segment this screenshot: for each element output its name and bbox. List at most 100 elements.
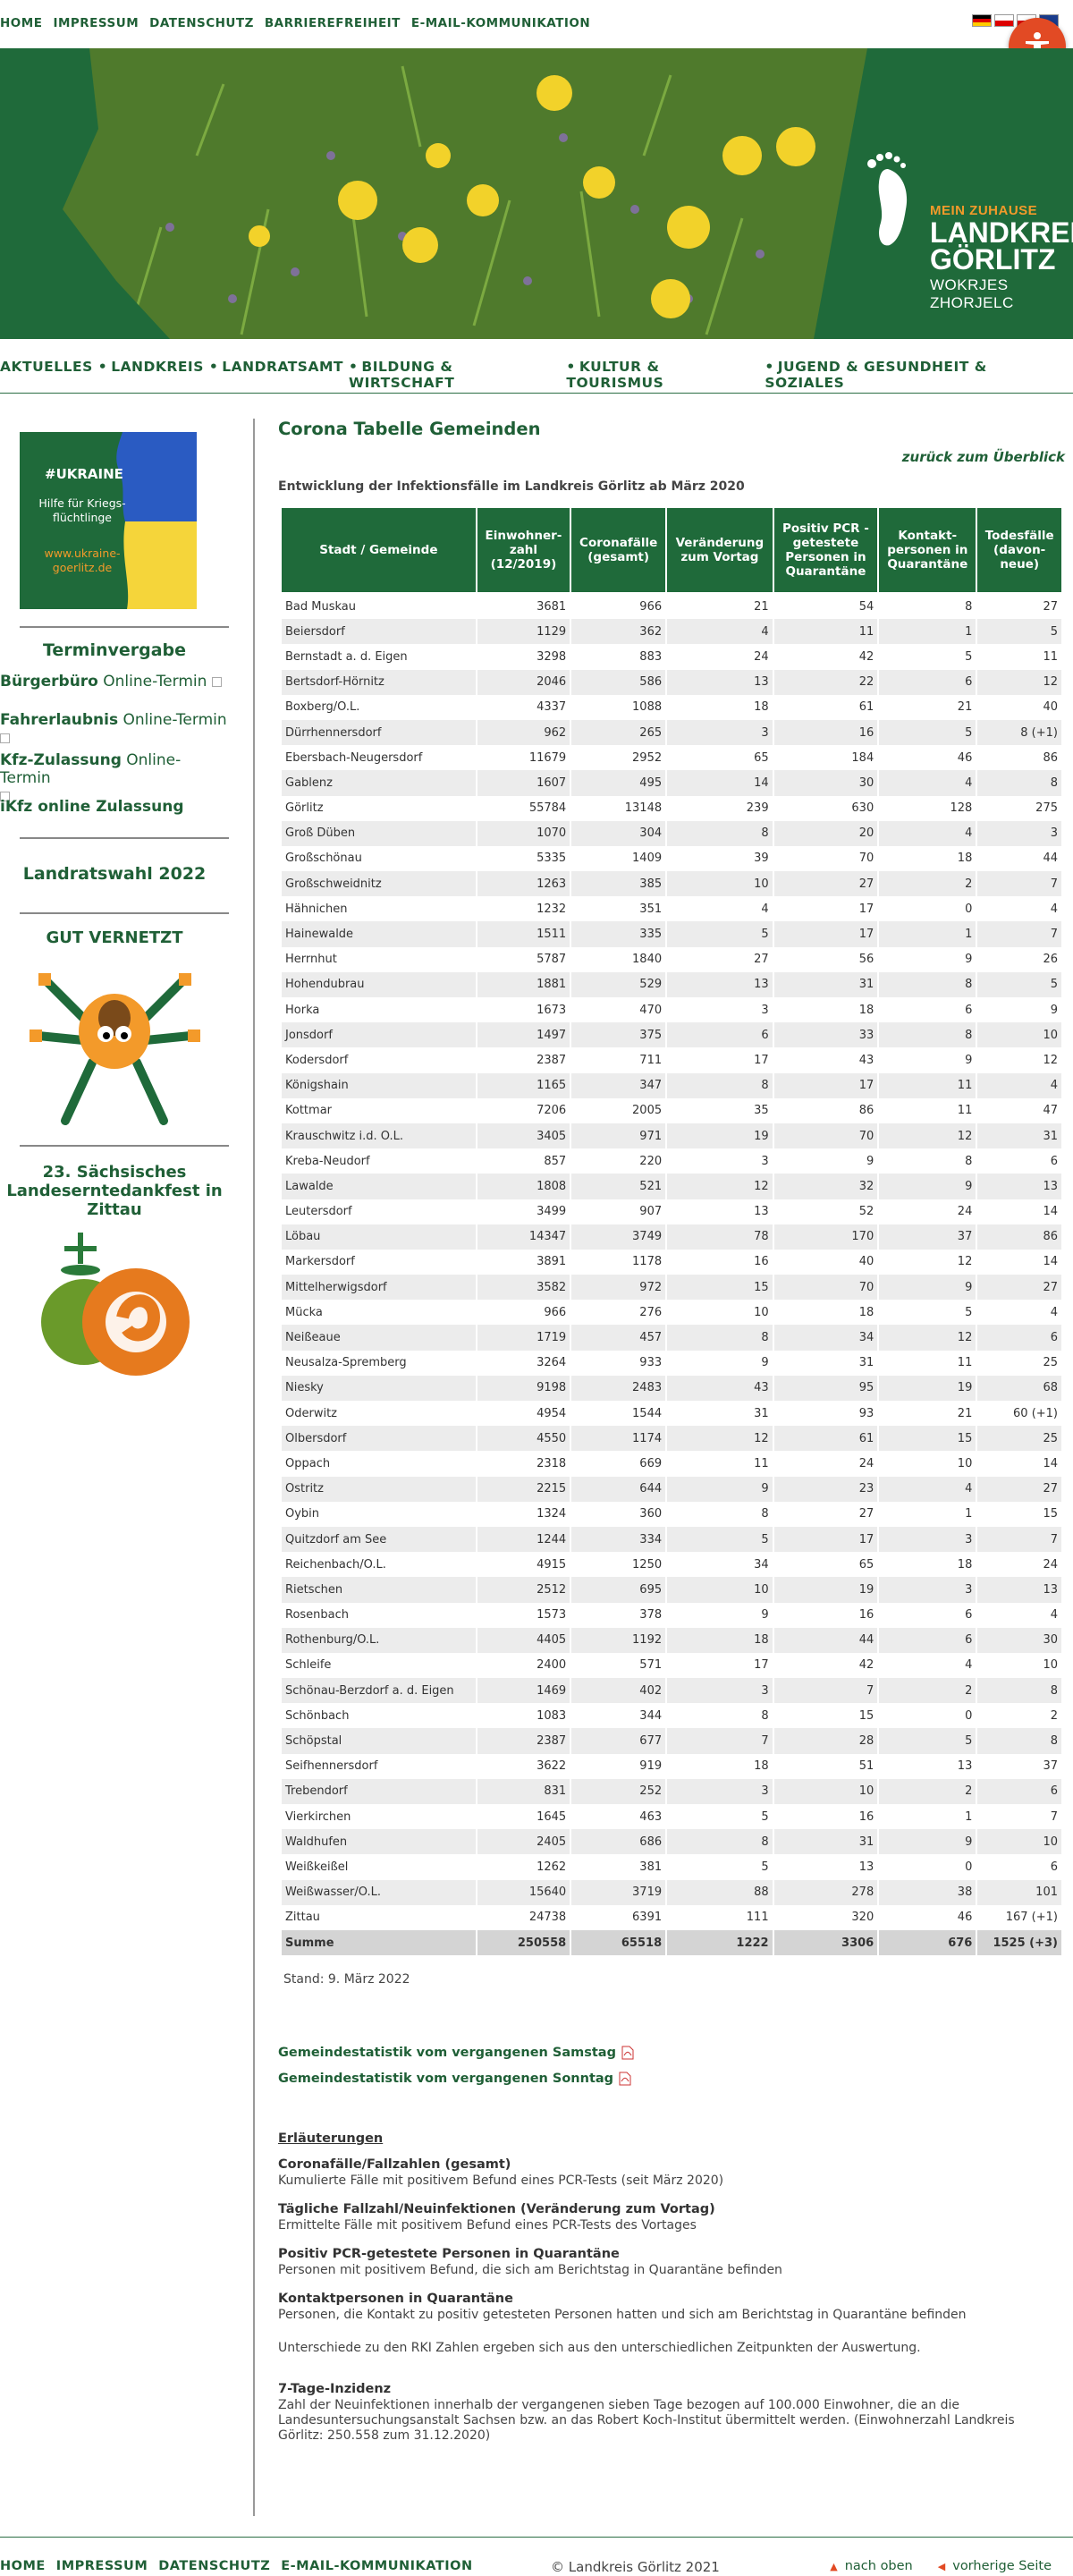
- value-cell: 3719: [571, 1879, 666, 1905]
- value-cell: 16: [754, 1255, 769, 1269]
- value-cell: 128: [950, 801, 973, 816]
- value-cell: 15640: [477, 1879, 570, 1905]
- value-cell: 10: [977, 1829, 1061, 1855]
- sidebar-link-buergerbuero[interactable]: Bürgerbüro Online-Termin: [0, 673, 223, 691]
- table-row: Bad Muskau 3681 966 21 54 8 27: [282, 594, 1061, 619]
- value-cell: 19: [879, 1375, 976, 1401]
- value-cell: 46: [957, 1911, 973, 1925]
- value-cell: 1881: [477, 971, 570, 997]
- previous-page-link[interactable]: ◀ vorherige Seite: [938, 2559, 1052, 2573]
- corona-table: Stadt / Gemeinde Einwohner-zahl (12/2019) C…: [280, 508, 1063, 1956]
- pdf-link-sonntag[interactable]: Gemeindestatistik vom vergangenen Sonnta…: [278, 2072, 631, 2086]
- value-cell: 4915: [536, 1557, 567, 1572]
- footer-link[interactable]: DATENSCHUTZ: [158, 2559, 271, 2573]
- municipality-cell: Quitzdorf am See: [282, 1526, 476, 1553]
- footer-link[interactable]: E-MAIL-KOMMUNIKATION: [281, 2559, 473, 2573]
- footer-link[interactable]: IMPRESSUM: [55, 2559, 148, 2573]
- logo-line-2: LANDKREIS: [930, 216, 1073, 249]
- header-line: zahl: [509, 543, 538, 557]
- value-cell: 14347: [477, 1224, 570, 1250]
- sidebar-link-fahrerlaubnis[interactable]: Fahrerlaubnis Online-Termin: [0, 711, 227, 747]
- back-to-overview-link[interactable]: zurück zum Überblick: [901, 449, 1065, 465]
- value-cell: 17: [754, 1658, 769, 1673]
- municipality-cell: Trebendorf: [282, 1778, 476, 1804]
- vorherige-label: vorherige Seite: [952, 2559, 1052, 2573]
- polish-flag-icon[interactable]: [994, 14, 1014, 27]
- value-cell: 2046: [477, 669, 570, 695]
- gut-vernetzt-spider-graphic[interactable]: [25, 955, 204, 1130]
- value-cell: 1250: [632, 1557, 663, 1572]
- value-cell: 1: [965, 1507, 973, 1521]
- sidebar-link-kfz-zulassung[interactable]: Kfz-Zulassung Online-Termin: [0, 751, 229, 805]
- municipality-cell: Gablenz: [282, 770, 476, 796]
- topnav-item[interactable]: E-MAIL-KOMMUNIKATION: [410, 16, 591, 30]
- value-cell: 43: [667, 1375, 773, 1401]
- mainnav-item[interactable]: • LANDRATSAMT: [209, 359, 343, 391]
- erntedankfest-logo[interactable]: [29, 1224, 199, 1394]
- sum-value-cell: 3306: [773, 1929, 878, 1956]
- value-cell: 677: [571, 1728, 666, 1754]
- value-cell: 86: [858, 1104, 874, 1118]
- table-row: Großschönau 5335 1409 39 70 18 44: [282, 846, 1061, 871]
- value-cell: 1244: [477, 1526, 570, 1553]
- value-cell: 24: [1043, 1557, 1058, 1572]
- district-logo[interactable]: MEIN ZUHAUSE LANDKREIS GÖRLITZ WOKRJES Z…: [863, 124, 1073, 311]
- value-cell: 644: [571, 1476, 666, 1502]
- municipality-cell: Leutersdorf: [285, 1205, 352, 1219]
- footer-link[interactable]: HOME: [0, 2559, 46, 2573]
- municipality-cell: Görlitz: [285, 801, 324, 816]
- topnav-item[interactable]: IMPRESSUM: [53, 16, 139, 30]
- mainnav-item[interactable]: • LANDKREIS: [98, 359, 204, 391]
- value-cell: 42: [858, 649, 874, 664]
- municipality-cell: Hohendubrau: [282, 971, 476, 997]
- value-cell: 6: [879, 669, 976, 695]
- value-cell: 70: [773, 1123, 878, 1149]
- erntedankfest-heading[interactable]: 23. Sächsisches Landeserntedankfest in Z…: [0, 1163, 229, 1219]
- mainnav-item[interactable]: AKTUELLES: [0, 359, 93, 391]
- topnav-item[interactable]: HOME: [0, 16, 43, 30]
- value-cell: 55784: [528, 801, 567, 816]
- municipality-cell: Bernstadt a. d. Eigen: [285, 649, 408, 664]
- value-cell: 44: [773, 1627, 878, 1653]
- table-row: Markersdorf 3891 1178 16 40 12 14: [282, 1250, 1061, 1275]
- value-cell: 4954: [536, 1406, 567, 1420]
- value-cell: 1808: [477, 1174, 570, 1199]
- table-row: Schönau-Berzdorf a. d. Eigen 1469 402 3 7 2 8: [282, 1678, 1061, 1704]
- value-cell: 39: [754, 852, 769, 866]
- value-cell: 1544: [632, 1406, 663, 1420]
- value-cell: 239: [746, 801, 769, 816]
- topnav-item[interactable]: DATENSCHUTZ: [149, 16, 254, 30]
- value-cell: 9: [965, 953, 973, 967]
- municipality-cell: Herrnhut: [285, 953, 337, 967]
- value-cell: 3: [879, 1526, 976, 1553]
- mainnav-item[interactable]: • KULTUR & TOURISMUS: [566, 359, 759, 391]
- value-cell: 1511: [477, 921, 570, 947]
- back-to-top-link[interactable]: ▲ nach oben: [830, 2559, 913, 2573]
- value-cell: 6: [965, 1003, 973, 1017]
- value-cell: 5: [761, 1809, 769, 1824]
- pdf-link-samstag[interactable]: Gemeindestatistik vom vergangenen Samsta…: [278, 2046, 634, 2060]
- value-cell: 4: [879, 770, 976, 796]
- value-cell: 10: [667, 871, 773, 897]
- header-line: (12/2019): [490, 557, 557, 572]
- table-row: Rietschen 2512 695 10 19 3 13: [282, 1577, 1061, 1603]
- mainnav-item[interactable]: • BILDUNG & WIRTSCHAFT: [349, 359, 561, 391]
- value-cell: 972: [571, 1275, 666, 1301]
- mainnav-item[interactable]: • JUGEND & GESUNDHEIT & SOZIALES: [765, 359, 1068, 391]
- ukraine-help-banner[interactable]: #UKRAINE Hilfe für Kriegs- flüchtlinge w…: [20, 432, 197, 609]
- value-cell: 3: [667, 1678, 773, 1704]
- municipality-cell: Hainewalde: [282, 921, 476, 947]
- landratswahl-link[interactable]: Landratswahl 2022: [22, 864, 207, 884]
- sidebar-link-ikfz[interactable]: iKfz online Zulassung: [0, 798, 184, 816]
- external-link-icon: [0, 733, 10, 743]
- bullet-icon: •: [97, 359, 108, 375]
- table-row: Kreba-Neudorf 857 220 3 9 8 6: [282, 1148, 1061, 1174]
- value-cell: 5: [667, 1526, 773, 1553]
- topnav-item[interactable]: BARRIEREFREIHEIT: [264, 16, 401, 30]
- value-cell: 33: [773, 1022, 878, 1048]
- municipality-cell: Rosenbach: [285, 1608, 350, 1623]
- value-cell: 10: [957, 1456, 973, 1470]
- explanation-title: Positiv PCR-getestete Personen in Quaran…: [278, 2247, 620, 2261]
- value-cell: 883: [639, 649, 663, 664]
- german-flag-icon[interactable]: [972, 14, 992, 27]
